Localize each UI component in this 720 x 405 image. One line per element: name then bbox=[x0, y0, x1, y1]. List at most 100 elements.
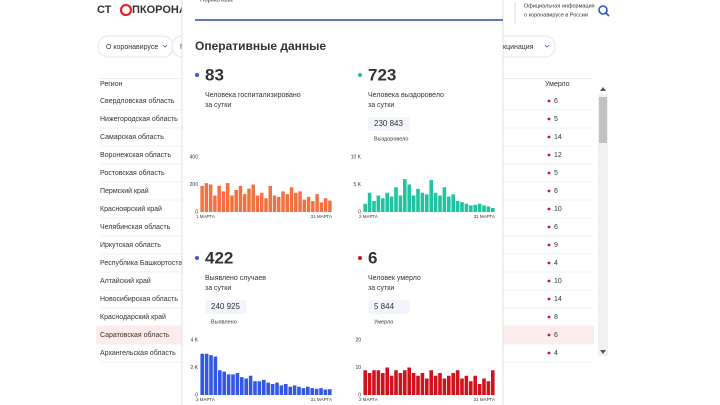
bar bbox=[257, 381, 262, 395]
y-tick-label: 5 K bbox=[353, 182, 361, 188]
bar bbox=[469, 381, 473, 395]
region-name[interactable]: Челябинская область bbox=[100, 223, 171, 231]
region-name[interactable]: Алтайский край bbox=[100, 277, 151, 285]
death-dot bbox=[547, 351, 551, 355]
y-tick-label: 0 bbox=[358, 392, 361, 398]
bar bbox=[323, 389, 328, 395]
bar bbox=[302, 199, 307, 212]
bar bbox=[213, 195, 217, 212]
x-label: 31 МАРТА bbox=[311, 397, 332, 402]
region-name[interactable]: Нижегородская область bbox=[100, 115, 178, 123]
bar bbox=[486, 381, 491, 395]
death-count: 9 bbox=[554, 242, 558, 249]
bar bbox=[225, 183, 230, 212]
logo-ring bbox=[119, 3, 133, 17]
search-icon[interactable] bbox=[598, 5, 608, 15]
bar bbox=[262, 379, 266, 395]
death-dot bbox=[547, 225, 551, 229]
table-header: Умерло bbox=[545, 81, 570, 88]
region-name[interactable]: Красноярский край bbox=[100, 205, 162, 213]
bar bbox=[416, 375, 420, 395]
death-dot bbox=[547, 315, 551, 319]
death-dot bbox=[547, 333, 551, 337]
region-name[interactable]: Саратовская область bbox=[100, 331, 170, 339]
bar bbox=[433, 375, 438, 395]
nav-label[interactable]: кцинация bbox=[503, 44, 534, 51]
bar bbox=[240, 377, 244, 395]
bar bbox=[451, 373, 455, 395]
total-value: 5 844 bbox=[374, 302, 395, 311]
bar bbox=[200, 353, 204, 395]
bar bbox=[438, 373, 442, 395]
bar bbox=[473, 204, 477, 212]
stat-label: за сутки bbox=[205, 285, 231, 292]
bar bbox=[381, 373, 385, 395]
bar bbox=[455, 370, 460, 395]
bar bbox=[234, 190, 238, 212]
stat-value: 6 bbox=[368, 248, 377, 267]
bar bbox=[238, 185, 243, 212]
y-tick-label: 10 K bbox=[351, 154, 362, 160]
tagline: о коронавирусе в России bbox=[524, 12, 588, 18]
bar bbox=[447, 196, 451, 212]
bar bbox=[486, 206, 491, 212]
bar bbox=[416, 188, 420, 212]
bar bbox=[301, 388, 306, 395]
bar bbox=[204, 353, 209, 395]
bar bbox=[244, 378, 248, 395]
region-name[interactable]: Краснодарский край bbox=[100, 313, 166, 321]
region-name[interactable]: Воронежская область bbox=[100, 151, 171, 159]
bar bbox=[442, 187, 447, 212]
total-box bbox=[368, 300, 410, 314]
death-dot bbox=[547, 117, 551, 121]
region-name[interactable]: Ростовская область bbox=[100, 169, 165, 177]
bar bbox=[491, 208, 495, 212]
bar bbox=[411, 195, 416, 212]
bar bbox=[277, 196, 281, 212]
bar bbox=[429, 180, 433, 212]
stat-dot bbox=[195, 73, 199, 77]
bar bbox=[319, 388, 323, 395]
scroll-up[interactable] bbox=[600, 87, 606, 91]
death-count: 14 bbox=[554, 296, 562, 303]
bar bbox=[433, 192, 438, 212]
region-name[interactable]: Архангельская область bbox=[100, 349, 176, 357]
y-tick-label: 2 K bbox=[190, 365, 198, 371]
death-count: 10 bbox=[554, 278, 562, 285]
region-name[interactable]: Республика Башкортостан bbox=[100, 259, 186, 267]
scroll-down[interactable] bbox=[600, 350, 606, 354]
bar bbox=[222, 371, 226, 395]
region-name[interactable]: Свердловская область bbox=[100, 97, 175, 105]
stat-label: Человека выздоровело bbox=[368, 92, 444, 99]
modal-intro: Нормативы. bbox=[200, 0, 234, 4]
bar bbox=[247, 188, 251, 212]
bar bbox=[442, 378, 447, 395]
region-name[interactable]: Иркутская область bbox=[100, 241, 161, 249]
x-label: 2 МАРТА bbox=[359, 397, 378, 402]
y-tick-label: 0 bbox=[195, 392, 198, 398]
y-tick-label: 400 bbox=[190, 154, 199, 160]
region-name[interactable]: Новосибирская область bbox=[100, 295, 178, 303]
region-name[interactable]: Пермский край bbox=[100, 187, 149, 195]
stat-label: Выявлено случаев bbox=[205, 275, 266, 282]
stat-label: за сутки bbox=[205, 102, 231, 109]
nav-label[interactable]: О коронавирусе bbox=[106, 44, 158, 51]
bar bbox=[260, 192, 264, 212]
bar bbox=[221, 191, 226, 212]
bar bbox=[460, 378, 464, 395]
table-header: Регион bbox=[100, 81, 123, 88]
scrollbar-thumb[interactable] bbox=[599, 97, 607, 143]
bar bbox=[464, 203, 469, 212]
total-box bbox=[205, 300, 247, 314]
bar bbox=[411, 373, 416, 395]
bar bbox=[319, 202, 324, 212]
bar bbox=[218, 370, 222, 395]
bar bbox=[226, 374, 231, 395]
stat-value: 422 bbox=[205, 248, 233, 267]
death-count: 6 bbox=[554, 224, 558, 231]
total-label: Выздоровело bbox=[374, 136, 408, 142]
region-name[interactable]: Самарская область bbox=[100, 133, 164, 141]
bar bbox=[477, 384, 482, 395]
stat-value: 723 bbox=[368, 65, 396, 84]
